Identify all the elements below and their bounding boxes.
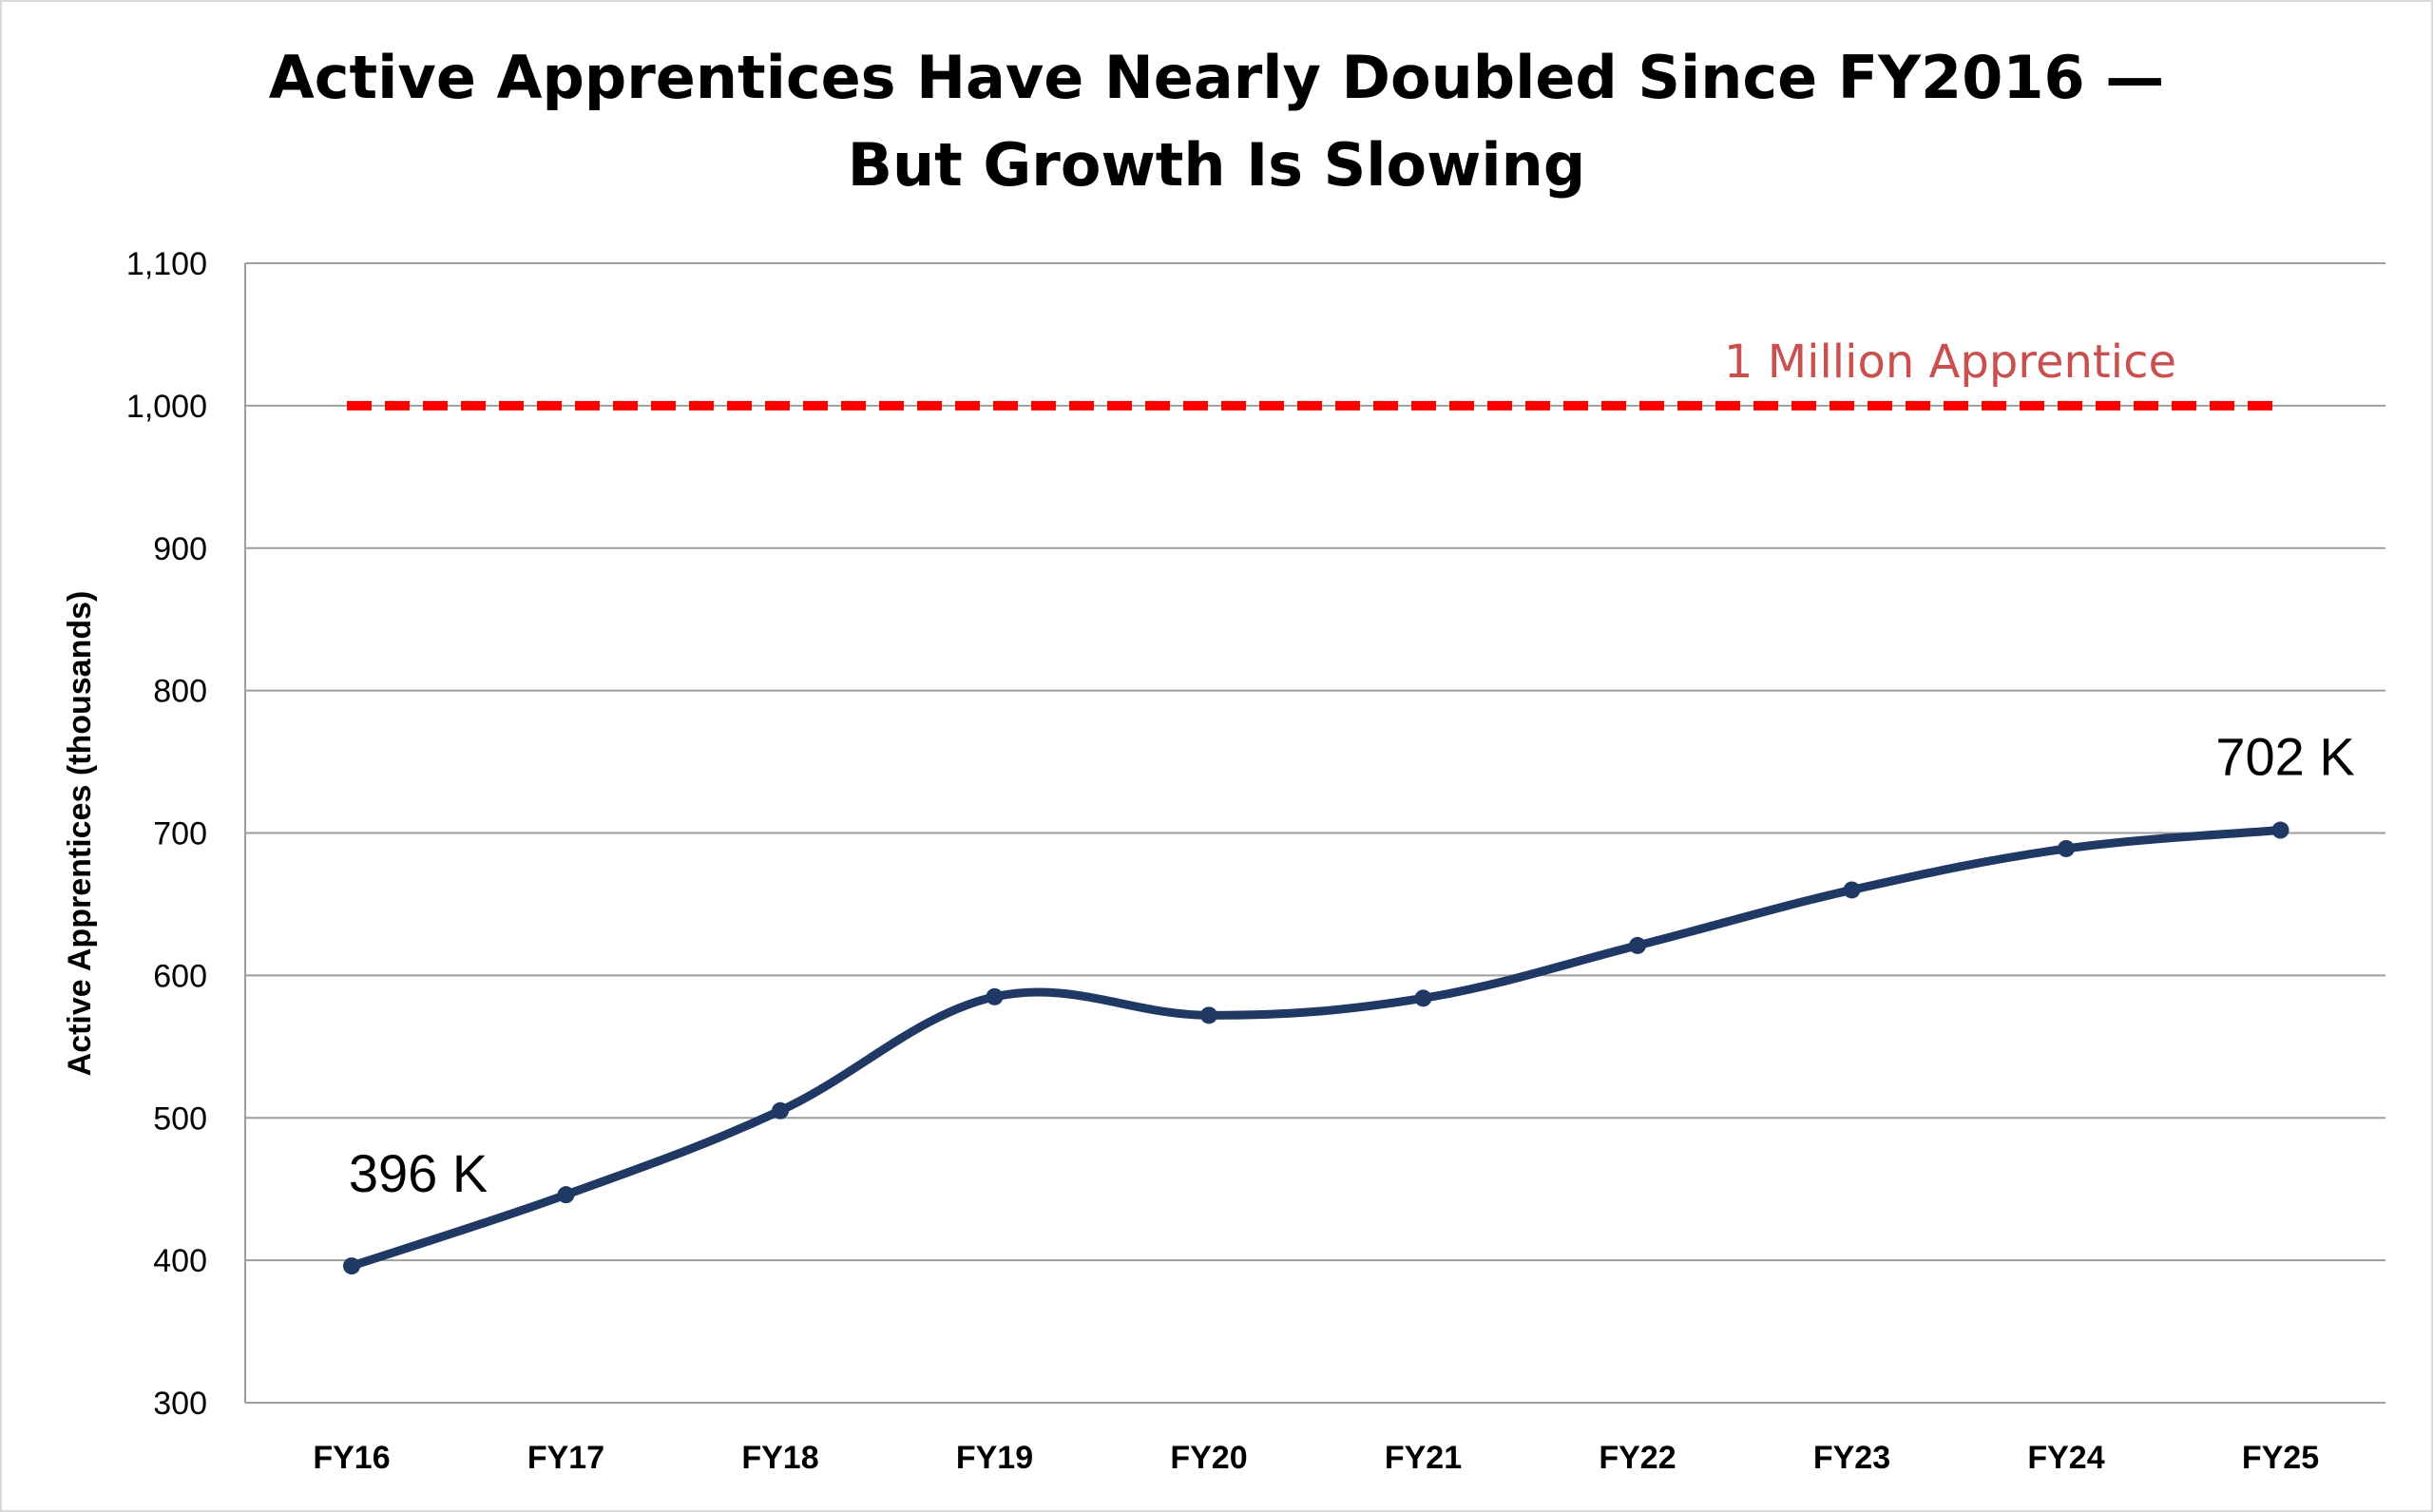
data-label: 702 K: [2215, 727, 2354, 787]
y-tick-label: 600: [153, 958, 207, 994]
x-tick-label: FY24: [2027, 1440, 2104, 1476]
x-tick-label: FY16: [313, 1440, 390, 1476]
data-point: [1843, 881, 1861, 899]
y-tick-label: 700: [153, 816, 207, 852]
data-point: [2058, 839, 2075, 857]
data-point: [1629, 936, 1646, 954]
x-tick-label: FY21: [1385, 1440, 1462, 1476]
x-tick-label: FY25: [2242, 1440, 2319, 1476]
data-label: 396 K: [349, 1143, 488, 1203]
data-point: [343, 1257, 360, 1275]
y-tick-label: 900: [153, 531, 207, 567]
chart-title-line-1: Active Apprentices Have Nearly Doubled S…: [268, 43, 2165, 112]
gridlines: [244, 262, 2385, 1404]
chart-title-line-2: But Growth Is Slowing: [847, 130, 1586, 200]
x-tick-label: FY22: [1599, 1440, 1676, 1476]
y-tick-label: 500: [153, 1101, 207, 1137]
series-group: [343, 821, 2289, 1275]
x-tick-label: FY18: [741, 1440, 818, 1476]
y-axis-ticks: 300 400 500 600 700 800 900 1,000 1,100: [126, 246, 207, 1422]
data-point: [1414, 989, 1432, 1007]
data-point: [1200, 1006, 1217, 1024]
y-tick-label: 300: [153, 1386, 207, 1422]
reference-line-label: 1 Million Apprentice: [1724, 335, 2176, 389]
x-axis-ticks: FY16 FY17 FY18 FY19 FY20 FY21 FY22 FY23 FY24 FY25: [313, 1440, 2319, 1476]
data-point: [986, 987, 1004, 1005]
data-point: [557, 1186, 575, 1204]
series-line: [347, 826, 2285, 1271]
chart-title: Active Apprentices Have Nearly Doubled S…: [0, 34, 2433, 209]
x-tick-label: FY17: [527, 1440, 604, 1476]
y-tick-label: 1,100: [126, 246, 207, 282]
reference-line-group: 1 Million Apprentice: [347, 335, 2286, 411]
y-tick-label: 400: [153, 1243, 207, 1279]
data-labels: 396 K 702 K: [349, 727, 2355, 1204]
data-point: [772, 1101, 789, 1120]
x-tick-label: FY20: [1170, 1440, 1247, 1476]
y-tick-label: 1,000: [126, 389, 207, 425]
y-tick-label: 800: [153, 674, 207, 710]
x-tick-label: FY23: [1813, 1440, 1890, 1476]
y-axis-label: Active Apprentices (thousands): [62, 591, 98, 1077]
data-point: [2271, 821, 2289, 839]
x-tick-label: FY19: [956, 1440, 1033, 1476]
